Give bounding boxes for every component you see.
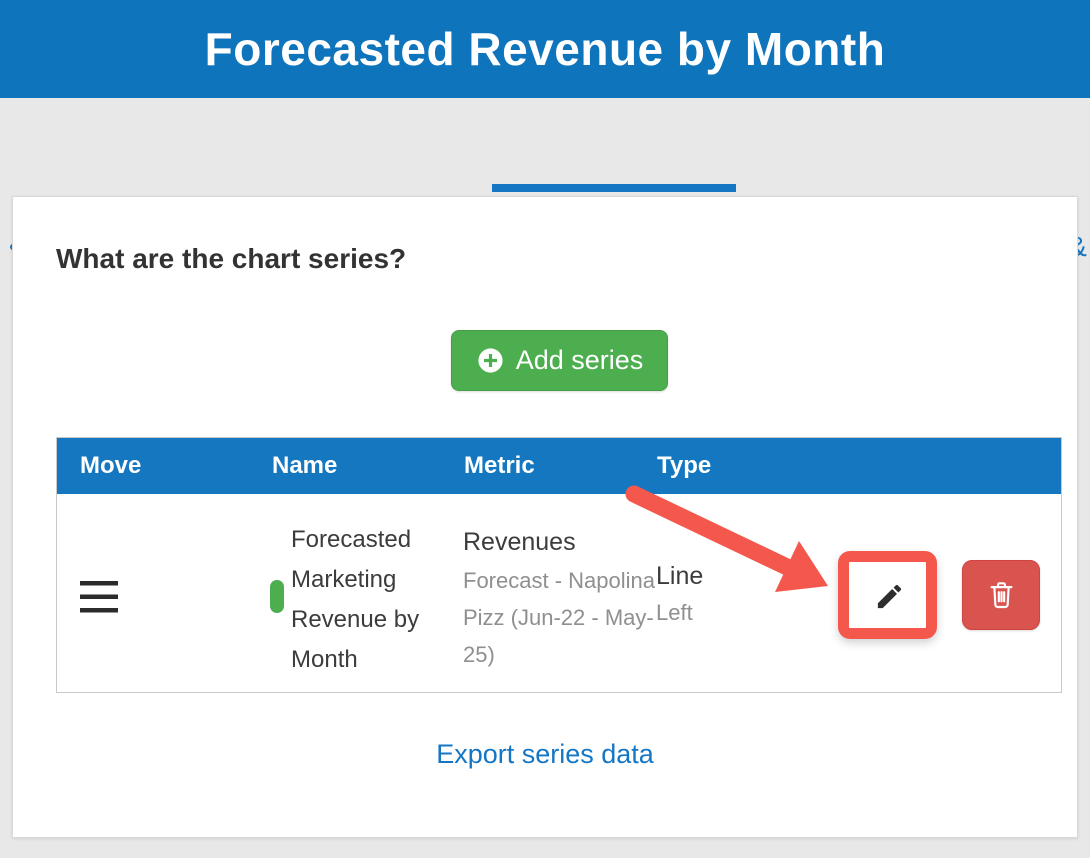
- plus-circle-icon: [478, 348, 503, 373]
- pencil-icon: [877, 584, 902, 608]
- series-color-indicator: [270, 580, 284, 613]
- add-series-button[interactable]: Add series: [451, 330, 668, 391]
- column-header-metric: Metric: [464, 452, 535, 479]
- edit-series-button[interactable]: [851, 564, 928, 628]
- active-tab-indicator: [492, 184, 736, 192]
- page-title: Forecasted Revenue by Month: [204, 23, 886, 75]
- section-heading: What are the chart series?: [56, 243, 407, 274]
- column-header-name: Name: [272, 452, 338, 479]
- app-header: Forecasted Revenue by Month: [0, 0, 1090, 98]
- trash-icon: [990, 581, 1012, 608]
- column-header-type: Type: [657, 452, 712, 479]
- series-type-cell: Line Left: [656, 562, 776, 626]
- content-card: What are the chart series? Add series Mo…: [12, 196, 1078, 838]
- type-value: Line: [656, 562, 704, 590]
- series-table: Move Name Metric Type Forecasted Marketi…: [56, 437, 1062, 693]
- series-name: Forecasted Marketing Revenue by Month: [291, 526, 420, 673]
- export-series-data-link[interactable]: Export series data: [436, 739, 654, 769]
- tab-bar: Data settings Chart settings Series sett…: [0, 98, 1090, 267]
- metric-name: Revenues: [463, 528, 576, 556]
- metric-detail: Forecast - Napolina Pizz (Jun-22 - May-2…: [463, 568, 655, 667]
- type-axis: Left: [656, 600, 693, 625]
- table-row: Forecasted Marketing Revenue by Month Re…: [57, 494, 1061, 692]
- series-metric-cell: Revenues Forecast - Napolina Pizz (Jun-2…: [463, 528, 661, 673]
- delete-series-button[interactable]: [962, 560, 1040, 630]
- hamburger-icon: [80, 581, 118, 613]
- column-header-move: Move: [80, 452, 142, 479]
- drag-handle[interactable]: [79, 578, 119, 616]
- table-header-row: Move Name Metric Type: [57, 438, 1061, 494]
- add-series-label: Add series: [515, 345, 644, 375]
